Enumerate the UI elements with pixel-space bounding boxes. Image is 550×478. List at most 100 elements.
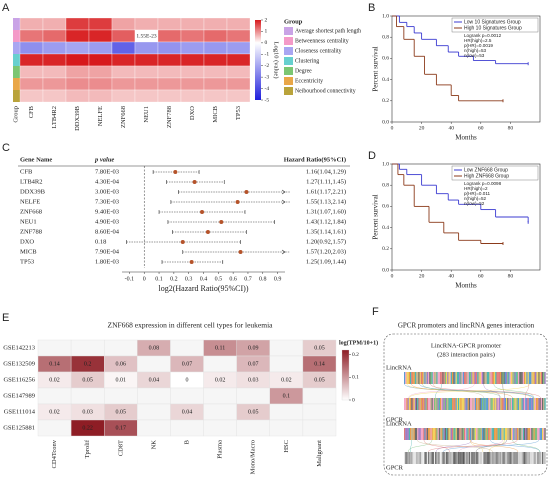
x-tick-label: 0.4 — [200, 276, 208, 282]
stat-text: p(HR)=0.011 — [464, 191, 491, 196]
barcode-stripe — [507, 372, 509, 384]
barcode-stripe — [426, 398, 429, 410]
column-label: NELFE — [97, 106, 104, 126]
barcode-stripe — [482, 428, 484, 440]
barcode-stripe — [544, 372, 546, 384]
barcode-stripe — [538, 398, 540, 410]
barcode-stripe — [466, 452, 468, 464]
p-value: 3.00E-03 — [95, 188, 119, 195]
barcode-stripe — [496, 452, 498, 464]
barcode-stripe — [494, 398, 496, 410]
barcode-stripe — [438, 428, 441, 440]
cell-value: 0.05 — [82, 377, 93, 383]
barcode-stripe — [428, 428, 430, 440]
cell-value: 0.01 — [116, 377, 127, 383]
gene-name: ZNF788 — [20, 228, 42, 235]
legend-swatch — [284, 87, 293, 95]
barcode-stripe — [449, 398, 451, 410]
barcode-stripe — [454, 428, 456, 440]
barcode-stripe — [406, 452, 408, 464]
barcode-stripe — [528, 372, 531, 384]
barcode-stripe — [440, 428, 442, 440]
barcode-stripe — [537, 372, 539, 384]
p-value: 0.18 — [95, 238, 106, 245]
legend-label: Closeness centrality — [295, 48, 342, 54]
barcode-stripe — [520, 428, 522, 440]
barcode-stripe — [434, 372, 436, 384]
barcode-stripe — [471, 372, 473, 384]
barcode-stripe — [418, 398, 420, 410]
barcode-stripe — [508, 398, 510, 410]
barcode-stripe — [476, 398, 478, 410]
barcode-stripe — [491, 372, 493, 384]
cell-value: 0.05 — [248, 409, 259, 415]
heat-cell — [203, 41, 228, 55]
barcode-stripe — [410, 428, 412, 440]
x-tick-label: 0 — [391, 125, 394, 131]
barcode-stripe — [406, 372, 408, 384]
barcode-stripe — [417, 398, 419, 410]
barcode-stripe — [420, 428, 423, 440]
column-label: Mono/Macro — [250, 440, 257, 474]
column-label: CFB — [28, 105, 35, 118]
heat-cell — [203, 89, 228, 103]
colorbar-tick-label: 0 — [352, 397, 355, 403]
barcode-stripe — [405, 372, 407, 384]
heat-cell — [19, 29, 44, 43]
colorbar-tick-label: -4 — [265, 86, 270, 92]
y-tick-label: 0.0 — [382, 119, 389, 125]
barcode-stripe — [502, 452, 504, 464]
barcode-stripe — [416, 398, 418, 410]
barcode-stripe — [478, 398, 480, 410]
barcode-stripe — [416, 428, 418, 440]
barcode-stripe — [518, 372, 520, 384]
stat-text: Logrank p=0.0098 — [464, 181, 502, 186]
y-tick-label: 0.4 — [382, 77, 389, 83]
barcode-stripe — [460, 428, 462, 440]
barcode-stripe — [495, 428, 497, 440]
link — [427, 439, 518, 453]
heat-cell — [137, 355, 171, 373]
gene-name: TP53 — [20, 258, 34, 265]
barcode-stripe — [522, 398, 525, 410]
barcode-stripe — [486, 372, 489, 384]
barcode-stripe — [538, 452, 540, 464]
barcode-stripe — [474, 372, 477, 384]
stat-text: Logrank p=0.0012 — [464, 33, 502, 38]
barcode-stripe — [460, 452, 462, 464]
barcode-stripe — [519, 398, 521, 410]
barcode-stripe — [536, 372, 538, 384]
barcode-stripe — [465, 398, 467, 410]
barcode-stripe — [419, 398, 421, 410]
barcode-stripe — [462, 428, 465, 440]
stat-text: n(low)=52 — [464, 201, 485, 206]
x-tick-label: 0 — [143, 276, 146, 282]
barcode-stripe — [543, 428, 545, 440]
barcode-stripe — [450, 372, 453, 384]
heat-cell — [226, 65, 251, 79]
p-value: 7.90E-04 — [95, 248, 120, 255]
barcode-stripe — [413, 428, 415, 440]
row-label: GSE142213 — [3, 344, 35, 351]
barcode-stripe — [447, 452, 449, 464]
colorbar-title: Log10 (value) — [273, 41, 280, 78]
barcode-stripe — [526, 452, 528, 464]
barcode-stripe — [454, 372, 456, 384]
y-tick-label: 0.2 — [382, 98, 389, 104]
gene-name: DDX39B — [20, 188, 46, 195]
barcode-stripe — [461, 372, 463, 384]
barcode-stripe — [503, 428, 505, 440]
barcode-stripe — [512, 428, 514, 440]
barcode-stripe — [423, 428, 425, 440]
barcode-stripe — [462, 452, 465, 464]
barcode-stripe — [436, 372, 438, 384]
heat-cell — [134, 89, 159, 103]
barcode-stripe — [510, 452, 513, 464]
barcode-stripe — [466, 428, 468, 440]
row-label: GSE125881 — [3, 424, 35, 431]
barcode-stripe — [452, 372, 454, 384]
barcode-stripe — [540, 452, 543, 464]
x-tick-label: 0 — [391, 273, 394, 279]
barcode-stripe — [414, 398, 417, 410]
barcode-stripe — [531, 398, 533, 410]
